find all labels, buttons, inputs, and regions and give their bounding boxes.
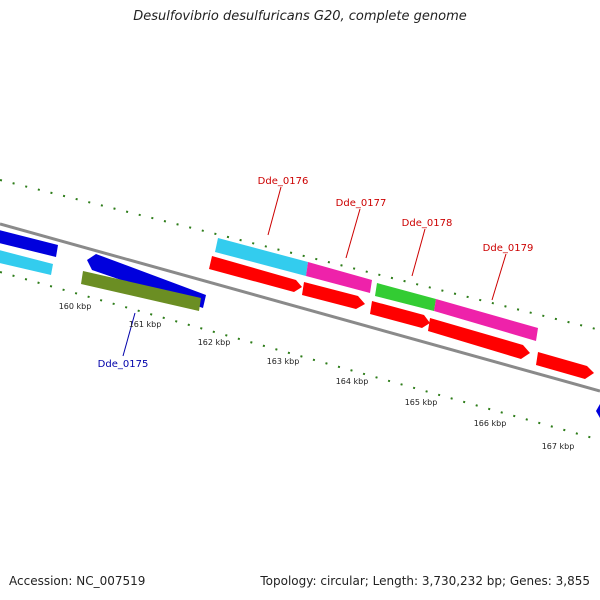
- cds-feature[interactable]: [434, 299, 538, 341]
- inner-tick-row: [0, 271, 600, 441]
- cds-feature[interactable]: [306, 262, 372, 293]
- cds-feature[interactable]: [536, 352, 594, 379]
- gene-label-dde-0177[interactable]: Dde_0177: [336, 198, 387, 209]
- gene-label-dde-0175[interactable]: Dde_0175: [98, 359, 149, 370]
- genome-backbone: [0, 222, 600, 393]
- lower-row-features: [0, 249, 600, 418]
- cds-feature[interactable]: [428, 318, 530, 359]
- scale-tick-label: 161 kbp: [129, 320, 162, 329]
- cds-feature[interactable]: [375, 283, 436, 311]
- scale-tick-label: 166 kbp: [474, 419, 507, 428]
- gene-label-dde-0176[interactable]: Dde_0176: [258, 176, 309, 187]
- scale-tick-label: 165 kbp: [405, 398, 438, 407]
- cds-feature[interactable]: [302, 282, 365, 309]
- cds-feature[interactable]: [596, 404, 600, 418]
- cds-feature[interactable]: [215, 238, 308, 276]
- scale-tick-label: 160 kbp: [59, 302, 92, 311]
- cds-feature[interactable]: [370, 301, 430, 328]
- label-leaders: [122, 186, 507, 357]
- genome-title: Desulfovibrio desulfuricans G20, complet…: [133, 9, 467, 24]
- forward-strand-features: [0, 229, 538, 341]
- accession-text: Accession: NC_007519: [9, 574, 146, 588]
- cds-feature[interactable]: [81, 271, 201, 311]
- gene-label-dde-0178[interactable]: Dde_0178: [402, 218, 453, 229]
- cds-feature[interactable]: [0, 249, 53, 275]
- genome-summary-text: Topology: circular; Length: 3,730,232 bp…: [260, 574, 590, 588]
- scale-tick-label: 167 kbp: [542, 442, 575, 451]
- scale-tick-label: 162 kbp: [198, 338, 231, 347]
- cds-feature[interactable]: [209, 256, 302, 292]
- scale-tick-label: 164 kbp: [336, 377, 369, 386]
- gene-label-dde-0179[interactable]: Dde_0179: [483, 243, 534, 254]
- scale-tick-label: 163 kbp: [267, 357, 300, 366]
- cds-feature[interactable]: [0, 229, 58, 257]
